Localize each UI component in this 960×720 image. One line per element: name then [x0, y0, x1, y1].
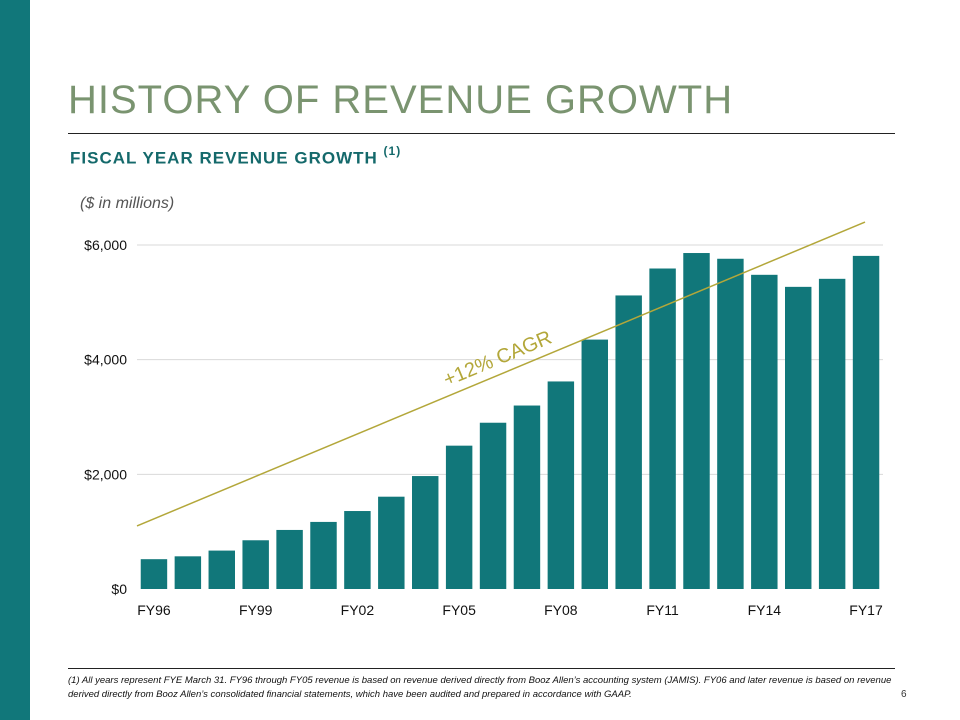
y-axis-labels: $0 $2,000 $4,000 $6,000: [84, 237, 127, 597]
bar-fy00: [276, 529, 303, 589]
bars: [140, 253, 880, 590]
bar-fy09: [581, 339, 608, 589]
bar-fy04: [412, 476, 439, 589]
bar-fy10: [615, 295, 642, 589]
bar-fy14: [751, 274, 778, 589]
y-tick-label: $0: [111, 581, 127, 597]
bar-fy97: [174, 556, 202, 589]
subtitle-footnote-ref: (1): [383, 144, 402, 158]
bar-fy12: [683, 253, 710, 589]
page-number: 6: [901, 689, 907, 700]
chart-subtitle: FISCAL YEAR REVENUE GROWTH (1): [70, 144, 402, 169]
footnote-divider: [68, 668, 895, 669]
x-tick-label: FY96: [137, 602, 171, 618]
x-tick-label: FY17: [849, 602, 883, 618]
bar-fy17: [852, 255, 880, 590]
bar-fy05: [445, 445, 473, 589]
bar-fy96: [140, 559, 168, 589]
y-tick-label: $4,000: [84, 352, 127, 368]
bar-fy08: [547, 381, 575, 589]
chart-subtitle-text: FISCAL YEAR REVENUE GROWTH: [70, 148, 378, 168]
bar-fy13: [717, 258, 744, 589]
bar-fy06: [479, 422, 507, 589]
bar-fy02: [344, 511, 371, 589]
page-title: HISTORY OF REVENUE GROWTH: [68, 78, 734, 122]
footnote: (1) All years represent FYE March 31. FY…: [68, 675, 892, 700]
x-tick-label: FY11: [646, 602, 679, 618]
bar-fy07: [513, 405, 541, 589]
bar-fy15: [785, 286, 812, 589]
bar-fy98: [208, 550, 235, 589]
bar-fy99: [242, 540, 269, 589]
title-divider: [68, 133, 895, 134]
bar-fy01: [310, 521, 337, 589]
x-tick-label: FY02: [341, 602, 375, 618]
x-tick-label: FY08: [544, 602, 578, 618]
bar-fy11: [649, 268, 676, 589]
cagr-trend-line: [136, 221, 866, 527]
bar-fy16: [818, 278, 846, 589]
x-axis-labels: FY96 FY99 FY02 FY05 FY08 FY11 FY14 FY17: [137, 602, 883, 618]
side-accent-bar: [0, 0, 30, 720]
x-tick-label: FY05: [442, 602, 476, 618]
x-tick-label: FY99: [239, 602, 273, 618]
bar-fy03: [378, 496, 405, 589]
x-tick-label: FY14: [748, 602, 782, 618]
y-tick-label: $6,000: [84, 237, 127, 253]
y-tick-label: $2,000: [84, 466, 127, 482]
units-label: ($ in millions): [80, 195, 175, 212]
